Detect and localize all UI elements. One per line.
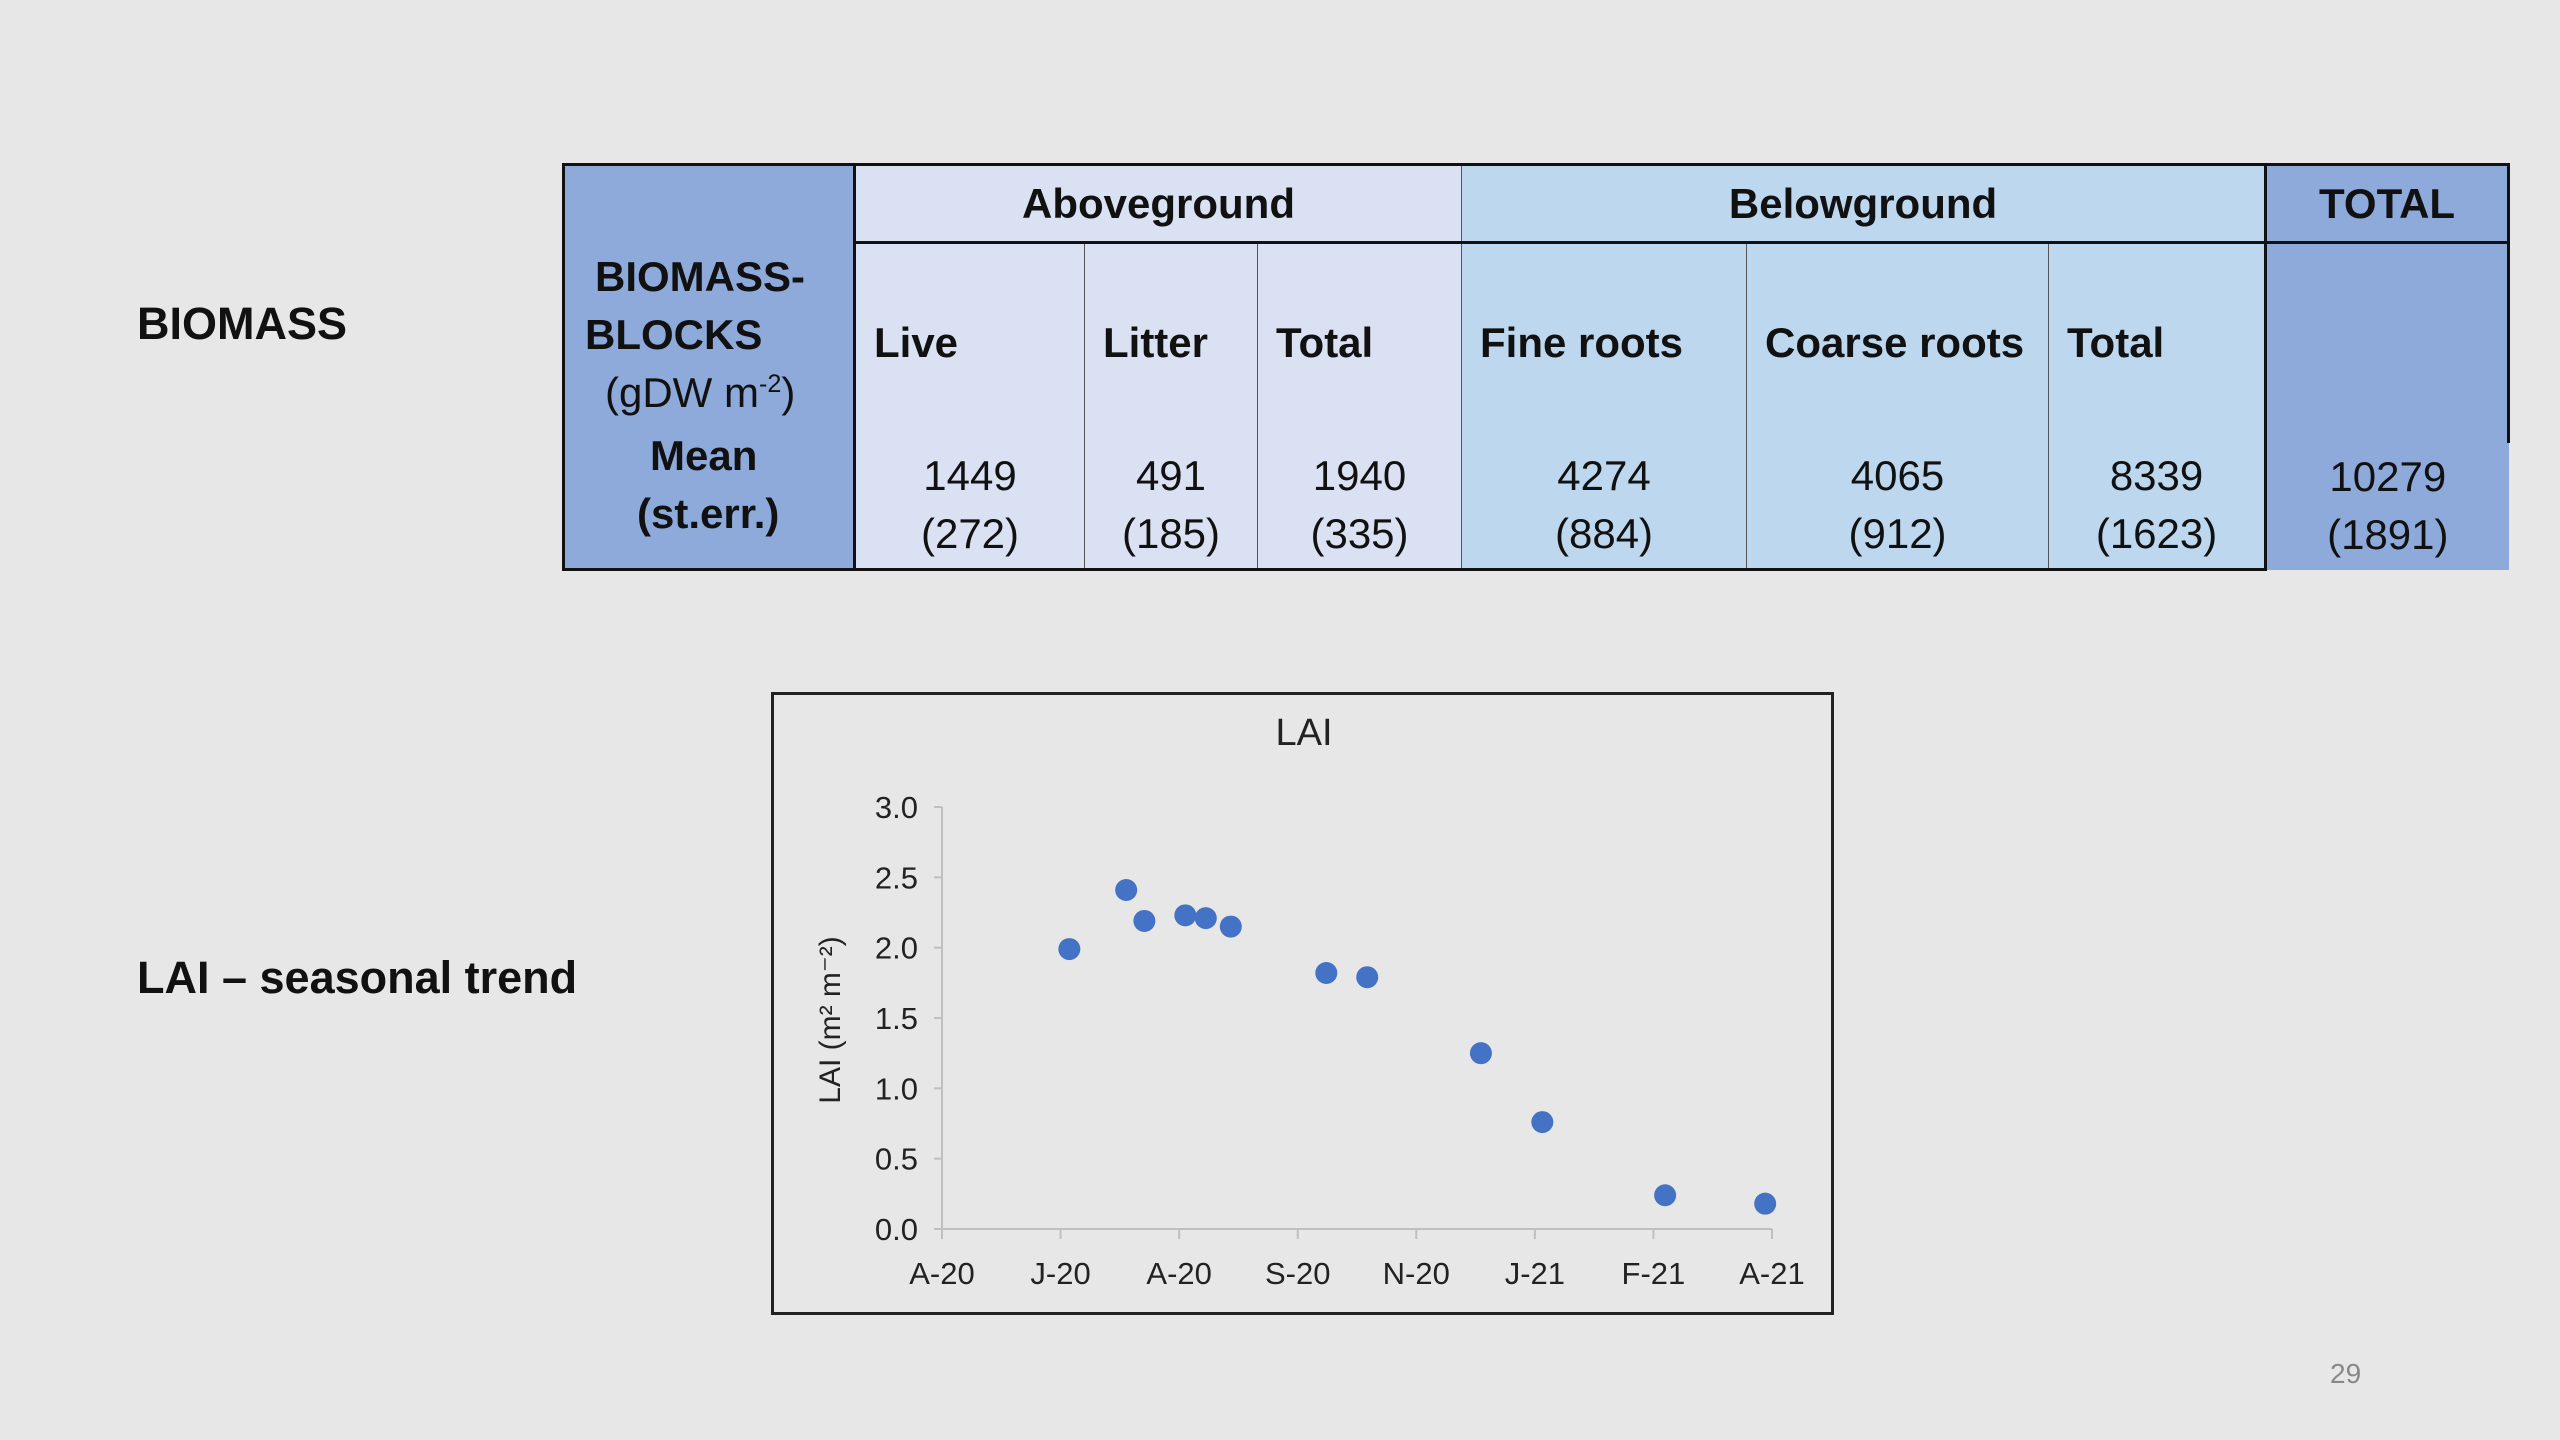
chart-axes — [941, 807, 1772, 1230]
y-axis-ticks: 0.0 0.5 1.0 1.5 2.0 2.5 3.0 — [875, 790, 942, 1247]
col-header-grand-total — [2264, 242, 2511, 443]
biomass-section-label: BIOMASS — [137, 298, 348, 349]
y-axis-title: LAI (m² m⁻²) — [814, 936, 847, 1103]
chart-title: LAI — [1275, 712, 1332, 754]
col-header-fine-roots: Fine roots — [1461, 242, 1747, 443]
x-tick-label: F-21 — [1622, 1256, 1686, 1291]
data-point — [1058, 938, 1081, 961]
y-tick-label: 2.0 — [875, 931, 918, 966]
data-point — [1654, 1184, 1677, 1207]
value-cell-below-total: 8339 (1623) — [2048, 442, 2266, 571]
data-point — [1174, 904, 1197, 927]
data-point — [1469, 1042, 1492, 1065]
data-point — [1531, 1111, 1554, 1134]
x-axis-ticks: A-20 J-20 A-20 S-20 N-20 J-21 F-21 A-21 — [909, 1229, 1805, 1291]
y-tick-label: 3.0 — [875, 790, 918, 825]
col-header-above-total: Total — [1256, 242, 1462, 443]
data-point — [1219, 915, 1242, 938]
value-cell-coarse-roots: 4065 (912) — [1746, 442, 2049, 571]
row-label-cell: BIOMASS- BLOCKS (gDW m-2) Mean (st.err.) — [562, 163, 855, 571]
data-point — [1315, 961, 1338, 984]
col-header-live: Live — [853, 242, 1085, 443]
x-tick-label: A-20 — [909, 1256, 974, 1291]
value-cell-litter: 491 (185) — [1084, 442, 1258, 571]
lai-chart-svg: LAI LAI (m² m⁻²) 0.0 0.5 1.0 1.5 2.0 2.5 3.0 A… — [814, 712, 1805, 1291]
y-tick-label: 0.0 — [875, 1212, 918, 1247]
value-cell-grand-total: 10279 (1891) — [2264, 442, 2509, 570]
x-tick-label: A-21 — [1739, 1256, 1804, 1291]
y-tick-label: 1.5 — [875, 1001, 918, 1036]
aboveground-header: Aboveground — [852, 163, 1462, 244]
x-tick-label: A-20 — [1146, 1256, 1211, 1291]
data-point — [1356, 966, 1379, 989]
x-tick-label: J-21 — [1505, 1256, 1565, 1291]
y-tick-label: 2.5 — [875, 860, 918, 895]
mean-label: Mean — [650, 432, 758, 479]
col-header-below-total: Total — [2048, 242, 2266, 443]
page-number: 29 — [2330, 1358, 2362, 1389]
y-tick-label: 1.0 — [875, 1071, 918, 1106]
biomass-table: BIOMASS- BLOCKS (gDW m-2) Mean (st.err.)… — [562, 163, 2511, 571]
x-tick-label: N-20 — [1383, 1256, 1450, 1291]
value-cell-live: 1449 (272) — [853, 442, 1085, 571]
col-header-coarse-roots: Coarse roots — [1746, 242, 2049, 443]
sterr-label: (st.err.) — [637, 490, 780, 537]
value-cell-fine-roots: 4274 (884) — [1461, 442, 1747, 571]
data-point — [1115, 878, 1138, 901]
y-tick-label: 0.5 — [875, 1142, 918, 1177]
total-header: TOTAL — [2264, 163, 2511, 244]
data-point — [1754, 1192, 1777, 1215]
data-points — [1058, 878, 1777, 1215]
x-tick-label: S-20 — [1265, 1256, 1330, 1291]
value-cell-above-total: 1940 (335) — [1256, 442, 1462, 571]
col-header-litter: Litter — [1084, 242, 1258, 443]
belowground-header: Belowground — [1461, 163, 2266, 244]
data-point — [1133, 909, 1156, 932]
row-label-line2: BLOCKS — [585, 311, 763, 358]
lai-chart: LAI LAI (m² m⁻²) 0.0 0.5 1.0 1.5 2.0 2.5 3.0 A… — [771, 692, 1834, 1315]
row-label-unit: (gDW m-2) — [605, 369, 796, 416]
data-point — [1194, 907, 1217, 930]
lai-section-label: LAI – seasonal trend — [137, 952, 578, 1003]
row-label-line1: BIOMASS- — [595, 253, 805, 300]
x-tick-label: J-20 — [1030, 1256, 1090, 1291]
